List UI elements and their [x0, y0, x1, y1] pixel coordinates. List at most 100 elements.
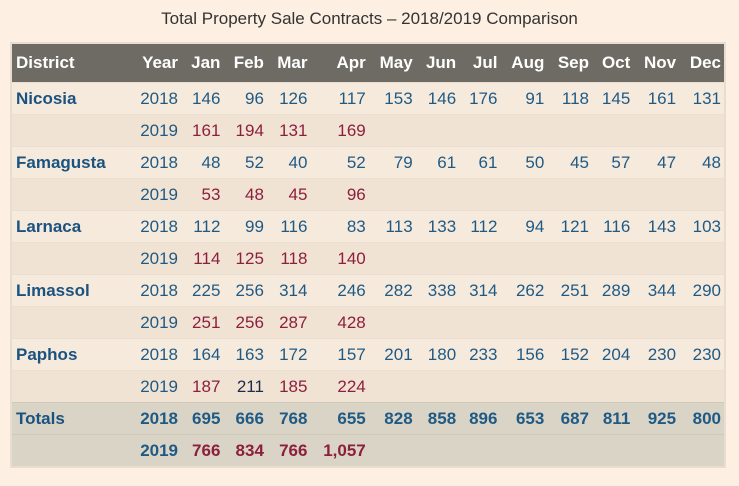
value-cell: 163: [223, 338, 267, 371]
value-cell: 48: [223, 178, 267, 211]
value-cell: 40: [266, 146, 311, 179]
value-cell: 53: [181, 178, 224, 211]
value-cell: 176: [459, 82, 501, 115]
value-cell: 96: [223, 82, 267, 115]
value-cell: 344: [633, 274, 680, 307]
value-cell: 99: [223, 210, 267, 243]
value-cell: 314: [459, 274, 501, 307]
value-cell: [633, 306, 680, 339]
district-cell: Nicosia: [11, 82, 129, 115]
year-cell: 2019: [128, 306, 182, 339]
value-cell: 131: [679, 82, 725, 115]
value-cell: [368, 242, 416, 275]
district-cell: [11, 370, 129, 403]
value-cell: 50: [500, 146, 548, 179]
value-cell: [500, 178, 548, 211]
value-cell: [368, 434, 416, 467]
year-cell: 2018: [128, 402, 182, 435]
column-header-jun: Jun: [415, 43, 460, 83]
value-cell: 79: [368, 146, 416, 179]
value-cell: 246: [310, 274, 369, 307]
district-cell: Larnaca: [11, 210, 129, 243]
value-cell: 45: [266, 178, 311, 211]
table-row: Nicosia 2018 146 96 126 117 153 146 176 91 118 145 1…: [11, 82, 725, 115]
value-cell: 146: [181, 82, 224, 115]
year-cell: 2018: [128, 210, 182, 243]
value-cell: 687: [547, 402, 592, 435]
year-cell: 2019: [128, 114, 182, 147]
value-cell: [547, 242, 592, 275]
value-cell: 338: [415, 274, 460, 307]
value-cell: 61: [459, 146, 501, 179]
value-cell: 48: [181, 146, 224, 179]
value-cell: [415, 370, 460, 403]
value-cell: [592, 434, 634, 467]
column-header-year: Year: [128, 43, 182, 83]
year-cell: 2019: [128, 242, 182, 275]
value-cell: [679, 370, 725, 403]
value-cell: [415, 306, 460, 339]
value-cell: 282: [368, 274, 416, 307]
value-cell: [547, 114, 592, 147]
value-cell: 113: [368, 210, 416, 243]
value-cell: 287: [266, 306, 311, 339]
value-cell: 896: [459, 402, 501, 435]
value-cell: 83: [310, 210, 369, 243]
value-cell: [547, 306, 592, 339]
year-cell: 2019: [128, 370, 182, 403]
value-cell: [459, 242, 501, 275]
value-cell: 146: [415, 82, 460, 115]
value-cell: 695: [181, 402, 224, 435]
value-cell: 126: [266, 82, 311, 115]
sales-table: District Year Jan Feb Mar Apr May Jun Jul Aug Sep O…: [10, 42, 726, 468]
year-cell: 2019: [128, 178, 182, 211]
column-header-jan: Jan: [181, 43, 224, 83]
year-cell: 2019: [128, 434, 182, 467]
value-cell: [633, 434, 680, 467]
column-header-may: May: [368, 43, 416, 83]
value-cell: 121: [547, 210, 592, 243]
value-cell: 230: [633, 338, 680, 371]
value-cell: [633, 114, 680, 147]
value-cell: [500, 306, 548, 339]
district-cell: [11, 434, 129, 467]
value-cell: [459, 306, 501, 339]
header-row: District Year Jan Feb Mar Apr May Jun Jul Aug Sep O…: [11, 43, 725, 83]
column-header-feb: Feb: [223, 43, 267, 83]
value-cell: [500, 434, 548, 467]
value-cell: 91: [500, 82, 548, 115]
value-cell: 117: [310, 82, 369, 115]
value-cell: 96: [310, 178, 369, 211]
year-cell: 2018: [128, 274, 182, 307]
value-cell: 116: [592, 210, 634, 243]
column-header-apr: Apr: [310, 43, 369, 83]
value-cell: [547, 434, 592, 467]
value-cell: 45: [547, 146, 592, 179]
value-cell: 114: [181, 242, 224, 275]
value-cell: 161: [181, 114, 224, 147]
value-cell: 1,057: [310, 434, 369, 467]
value-cell: [415, 114, 460, 147]
value-cell: 180: [415, 338, 460, 371]
value-cell: [547, 178, 592, 211]
value-cell: 57: [592, 146, 634, 179]
value-cell: 169: [310, 114, 369, 147]
value-cell: 133: [415, 210, 460, 243]
value-cell: [679, 178, 725, 211]
value-cell: 103: [679, 210, 725, 243]
value-cell: 140: [310, 242, 369, 275]
table-row: 2019 114 125 118 140: [11, 242, 725, 275]
value-cell: 112: [181, 210, 224, 243]
value-cell: [368, 114, 416, 147]
district-cell: Limassol: [11, 274, 129, 307]
value-cell: 251: [547, 274, 592, 307]
value-cell: [592, 242, 634, 275]
value-cell: [368, 178, 416, 211]
value-cell: [633, 370, 680, 403]
value-cell: 116: [266, 210, 311, 243]
value-cell: 47: [633, 146, 680, 179]
value-cell: 811: [592, 402, 634, 435]
value-cell: 653: [500, 402, 548, 435]
value-cell: [679, 306, 725, 339]
value-cell: [459, 434, 501, 467]
